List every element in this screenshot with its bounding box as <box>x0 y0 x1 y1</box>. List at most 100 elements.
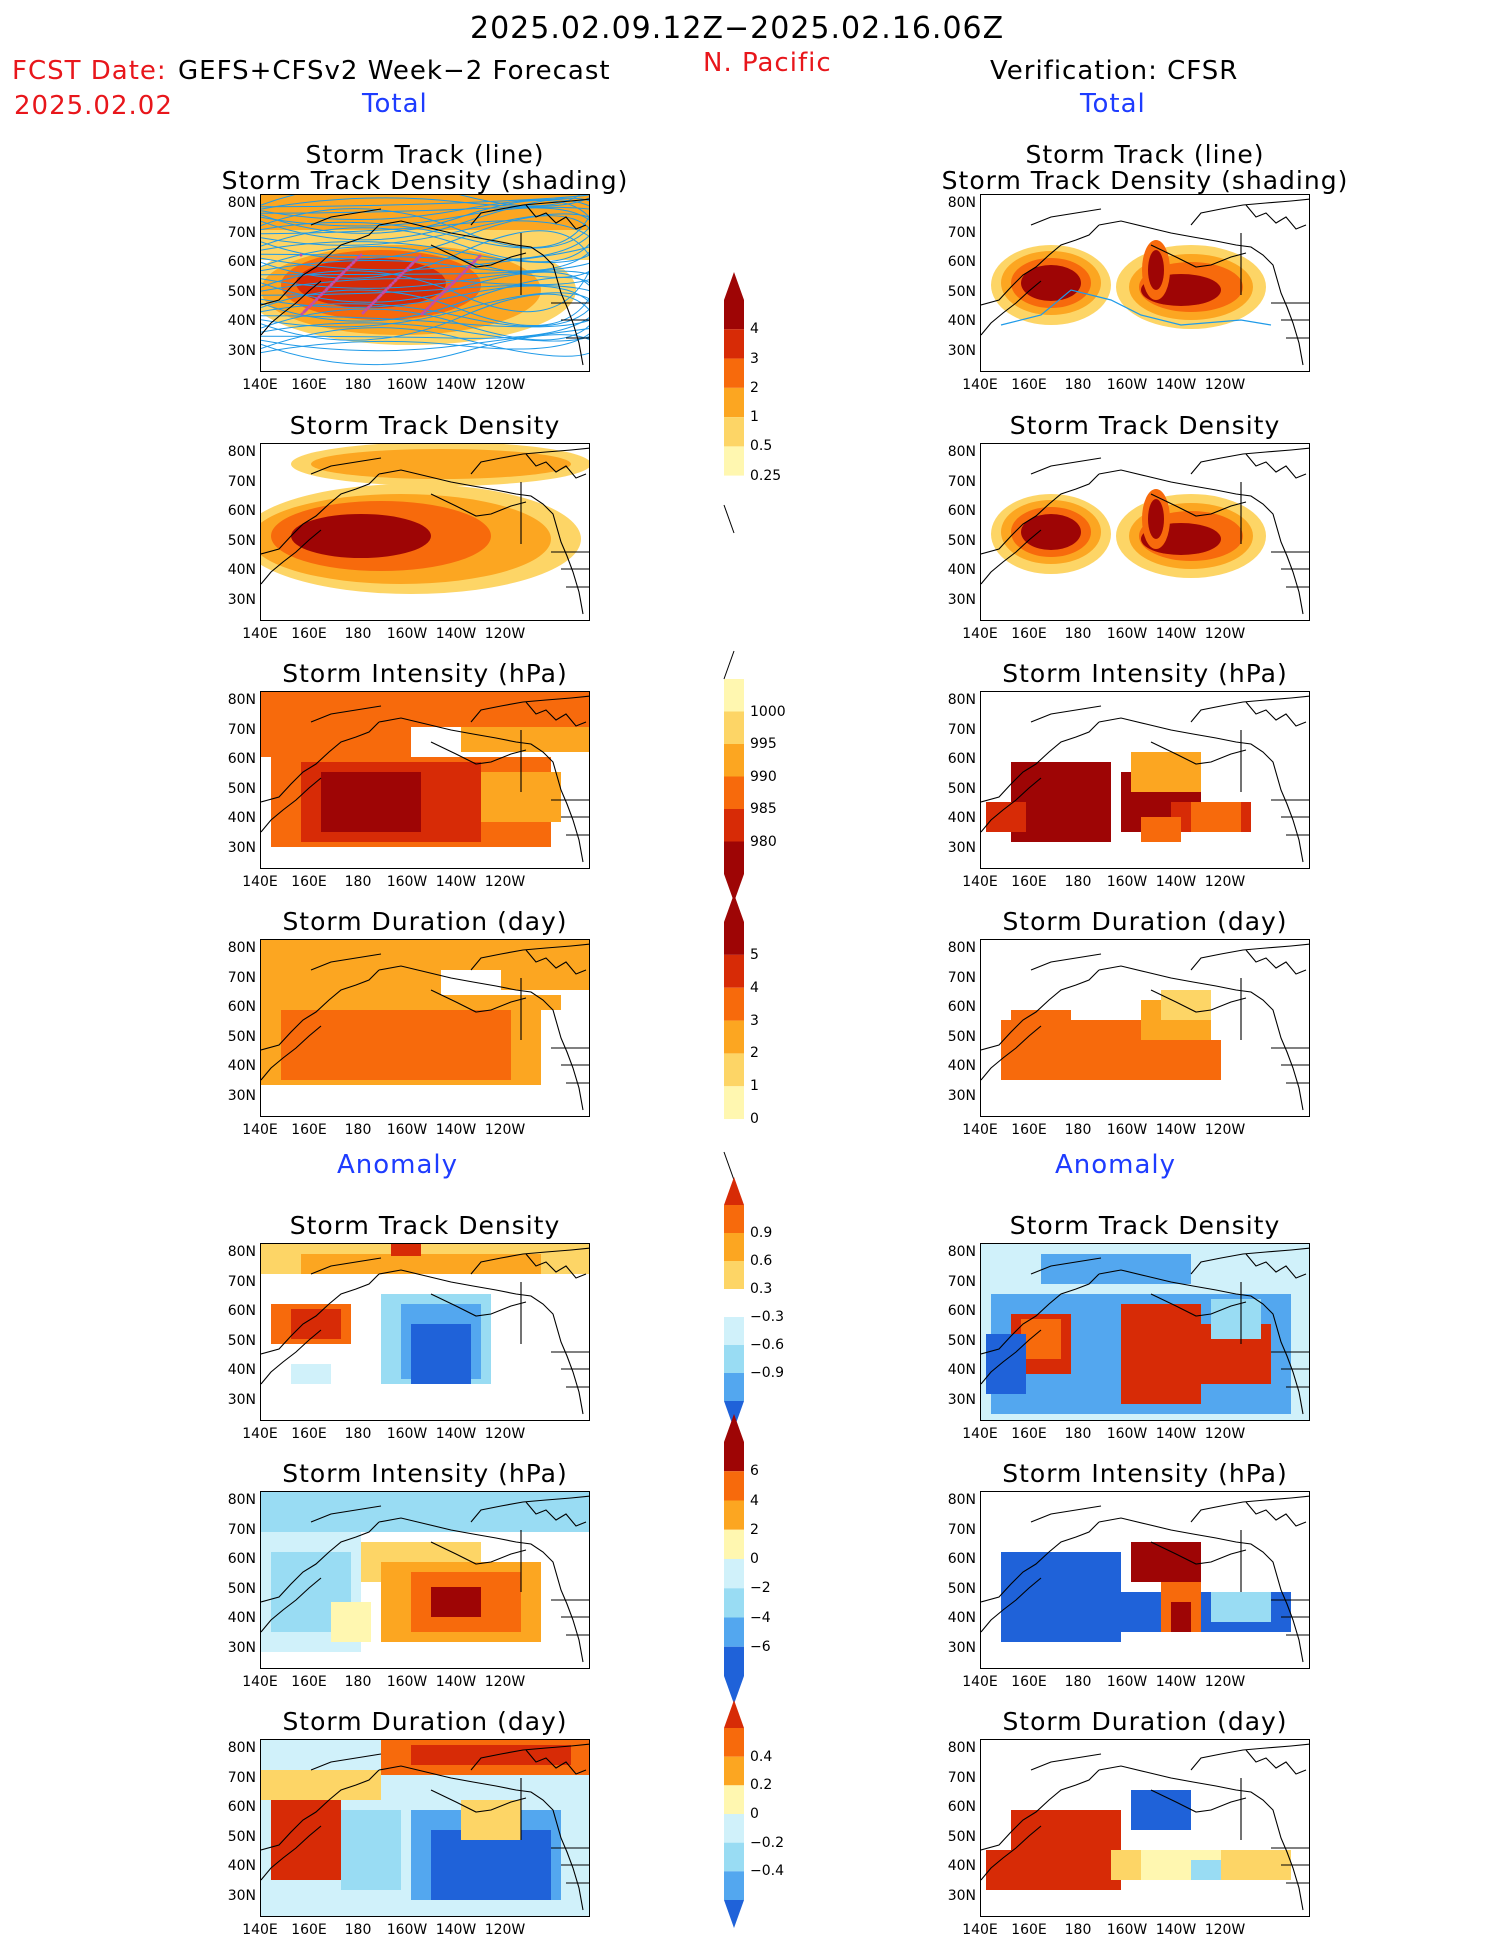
lat-tick: 80N <box>947 1492 976 1508</box>
lat-tick: 60N <box>947 503 976 519</box>
lon-tick: 140E <box>962 1122 998 1138</box>
colorbar-density-total-label: 0.25 <box>750 467 782 484</box>
lon-tick: 120W <box>1204 1674 1246 1690</box>
lon-tick: 140E <box>962 1674 998 1690</box>
left-anom-density-map <box>260 1243 590 1421</box>
left-anom-duration-map <box>260 1739 590 1917</box>
lat-tick: 30N <box>947 1639 976 1656</box>
left-duration-title: Storm Duration (day) <box>282 907 568 936</box>
colorbar-duration-anom-label: 0.4 <box>750 1748 773 1765</box>
left-anom-intensity-map <box>260 1491 590 1669</box>
lon-tick: 160W <box>386 1122 428 1138</box>
lon-tick: 180 <box>1064 626 1092 642</box>
lat-tick: 80N <box>947 1244 976 1260</box>
colorbar-intensity-anom-label: 6 <box>750 1463 759 1480</box>
lat-tick: 50N <box>227 780 256 797</box>
lat-tick: 80N <box>947 940 976 956</box>
lon-tick: 160E <box>1011 1122 1047 1138</box>
lon-tick: 140W <box>1155 1426 1197 1442</box>
colorbar-density-anom <box>724 1177 744 1429</box>
colorbar-duration-total-label: 3 <box>750 1012 759 1029</box>
lon-tick: 180 <box>1064 1922 1092 1938</box>
right-anom-duration-map <box>980 1739 1310 1917</box>
lat-tick: 70N <box>227 1769 256 1786</box>
lat-tick: 60N <box>947 999 976 1015</box>
lon-tick: 160W <box>1106 1426 1148 1442</box>
lat-tick: 50N <box>947 1028 976 1045</box>
lon-tick: 160E <box>291 1674 327 1690</box>
left-anom-density-title: Storm Track Density <box>289 1211 561 1240</box>
section-total-right: Total <box>1080 89 1146 119</box>
right-anom-density-title: Storm Track Density <box>1009 1211 1281 1240</box>
lon-tick: 140W <box>1155 874 1197 890</box>
lon-tick: 160E <box>1011 377 1047 393</box>
lat-tick: 30N <box>227 591 256 608</box>
lon-tick: 160E <box>1011 1922 1047 1938</box>
lat-tick: 70N <box>947 1273 976 1290</box>
lat-tick: 60N <box>947 1799 976 1815</box>
right-track-map <box>980 194 1310 372</box>
lon-tick: 160W <box>386 1426 428 1442</box>
lat-tick: 60N <box>227 1303 256 1319</box>
lat-tick: 40N <box>227 313 256 329</box>
lon-tick: 140W <box>1155 626 1197 642</box>
colorbar-intensity-total-label: 995 <box>750 736 777 752</box>
lon-tick: 140W <box>1155 377 1197 393</box>
lat-tick: 40N <box>947 1858 976 1874</box>
lat-tick: 70N <box>227 1521 256 1538</box>
lon-tick: 160W <box>386 626 428 642</box>
lat-tick: 50N <box>227 1828 256 1845</box>
lat-tick: 30N <box>947 1887 976 1904</box>
region-title: N. Pacific <box>703 48 832 78</box>
lon-tick: 120W <box>1204 874 1246 890</box>
lat-tick: 30N <box>227 1639 256 1656</box>
lat-tick: 30N <box>227 342 256 359</box>
lon-tick: 120W <box>484 377 526 393</box>
colorbar-intensity-anom-label: 4 <box>750 1492 759 1509</box>
lat-tick: 70N <box>227 224 256 241</box>
colorbar-density-total <box>723 272 744 534</box>
lat-tick: 60N <box>947 751 976 767</box>
lat-tick: 30N <box>227 1391 256 1408</box>
colorbar-density-anom-label: −0.6 <box>750 1337 784 1353</box>
lat-tick: 40N <box>227 1058 256 1074</box>
colorbar-density-total-label: 3 <box>750 350 759 367</box>
lat-tick: 50N <box>947 532 976 549</box>
lon-tick: 120W <box>484 1922 526 1938</box>
colorbar-density-anom-label: −0.9 <box>750 1365 784 1381</box>
lat-tick: 50N <box>227 532 256 549</box>
colorbar-duration-anom-label: 0.2 <box>750 1777 773 1794</box>
lat-tick: 30N <box>947 1391 976 1408</box>
colorbar-intensity-total-label: 985 <box>750 801 777 817</box>
right-density-map <box>980 443 1310 621</box>
lon-tick: 120W <box>1204 377 1246 393</box>
lon-tick: 140E <box>962 626 998 642</box>
lat-tick: 50N <box>947 1828 976 1845</box>
lon-tick: 120W <box>1204 1922 1246 1938</box>
verification-label: Verification: CFSR <box>990 56 1239 86</box>
lon-tick: 180 <box>1064 377 1092 393</box>
lon-tick: 180 <box>1064 1122 1092 1138</box>
lon-tick: 180 <box>344 1922 372 1938</box>
lat-tick: 70N <box>947 473 976 490</box>
lat-tick: 80N <box>947 692 976 708</box>
right-track-title: Storm Track (line) <box>1025 140 1265 169</box>
lon-tick: 160E <box>291 626 327 642</box>
lon-tick: 140W <box>435 1922 477 1938</box>
left-anom-intensity-title: Storm Intensity (hPa) <box>282 1459 568 1488</box>
lon-tick: 120W <box>1204 1426 1246 1442</box>
lon-tick: 180 <box>344 1674 372 1690</box>
lat-tick: 50N <box>227 1028 256 1045</box>
lat-tick: 70N <box>947 1769 976 1786</box>
left-track-title: Storm Track (line) <box>305 140 545 169</box>
colorbar-intensity-total-label: 990 <box>750 768 777 785</box>
lat-tick: 80N <box>947 1740 976 1756</box>
lon-tick: 160W <box>1106 1674 1148 1690</box>
section-anomaly-left: Anomaly <box>337 1150 459 1180</box>
lat-tick: 30N <box>227 1087 256 1104</box>
colorbar-duration-total-label: 0 <box>750 1111 759 1128</box>
lon-tick: 140W <box>1155 1122 1197 1138</box>
lon-tick: 160W <box>1106 874 1148 890</box>
right-duration-map <box>980 939 1310 1117</box>
lat-tick: 40N <box>227 1362 256 1378</box>
